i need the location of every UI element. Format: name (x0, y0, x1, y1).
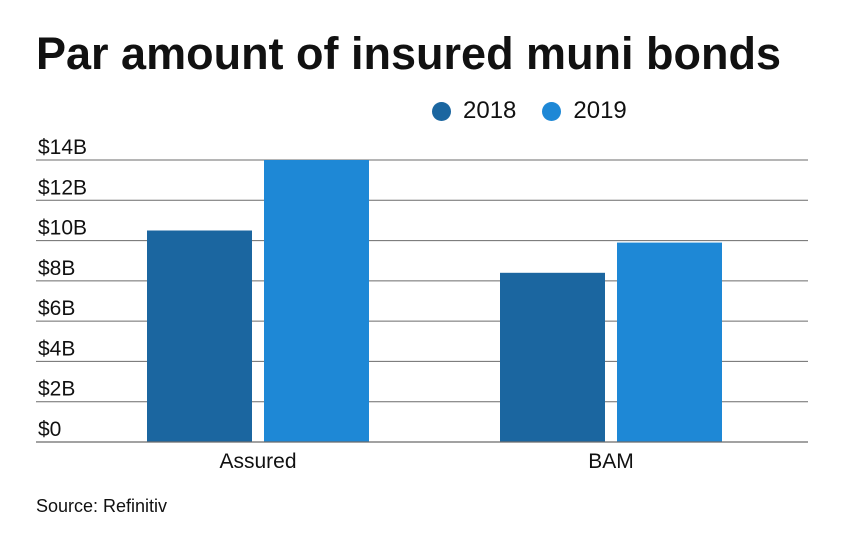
y-tick-label: $10B (38, 217, 87, 240)
legend-label-2018: 2018 (463, 97, 517, 124)
bar-assured-2019 (264, 160, 369, 442)
x-category-label: Assured (219, 450, 296, 473)
legend: 2018 2019 (432, 96, 627, 126)
x-category-label: BAM (588, 450, 634, 473)
y-tick-label: $2B (38, 378, 75, 401)
bar-bam-2018 (500, 272, 605, 442)
legend-item-2018: 2018 (432, 97, 516, 125)
y-tick-label: $8B (38, 257, 75, 280)
y-tick-label: $12B (38, 176, 87, 199)
legend-swatch-2018 (432, 101, 451, 121)
y-tick-label: $4B (38, 337, 75, 360)
legend-swatch-2019 (542, 101, 562, 121)
y-tick-label: $0 (38, 418, 61, 441)
bar-bam-2019 (617, 242, 722, 442)
y-tick-label: $6B (38, 297, 75, 320)
chart-title: Par amount of insured muni bonds (36, 28, 782, 79)
y-tick-label: $14B (38, 136, 87, 159)
source-note: Source: Refinitiv (36, 496, 168, 516)
bar-assured-2018 (147, 230, 252, 442)
legend-label-2019: 2019 (573, 97, 627, 124)
legend-item-2019: 2019 (542, 97, 627, 125)
